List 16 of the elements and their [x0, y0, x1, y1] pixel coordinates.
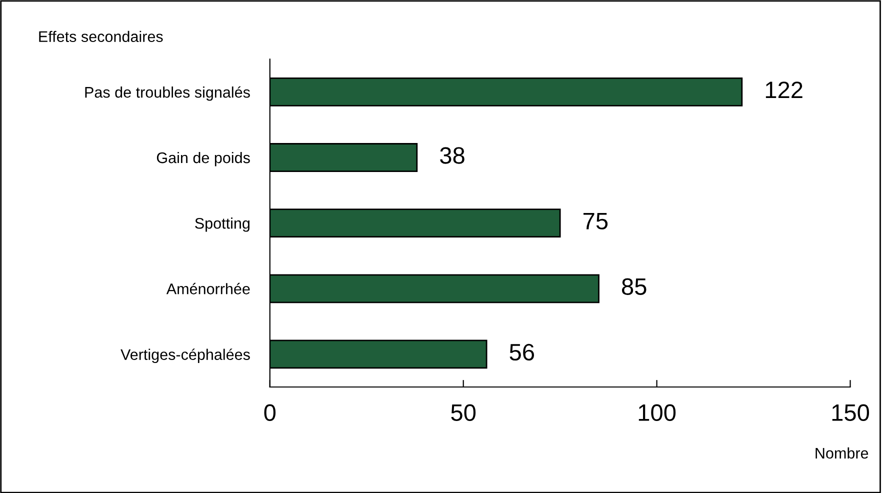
text: Effets secondaires: [39, 30, 163, 42]
x-tick-label: 150: [832, 404, 870, 422]
y-tick-label: Aménorrhée: [166, 282, 250, 294]
x-tick-label: 0: [264, 404, 276, 422]
data-label: 38: [440, 147, 464, 164]
y-tick-label: Spotting: [195, 218, 250, 232]
x-axis-title: Nombre: [816, 447, 868, 459]
y-tick-label: Pas de troubles signalés: [85, 86, 250, 101]
x-tick-label: 100: [638, 404, 676, 422]
data-label: 122: [766, 82, 802, 98]
y-tick-label: Vertiges-céphalées: [120, 348, 250, 364]
data-label: 56: [510, 344, 534, 361]
data-label: 75: [584, 212, 608, 230]
data-label: 85: [622, 278, 646, 295]
x-tick-label: 50: [451, 404, 476, 422]
y-tick-label: Gain de poids: [156, 152, 250, 166]
